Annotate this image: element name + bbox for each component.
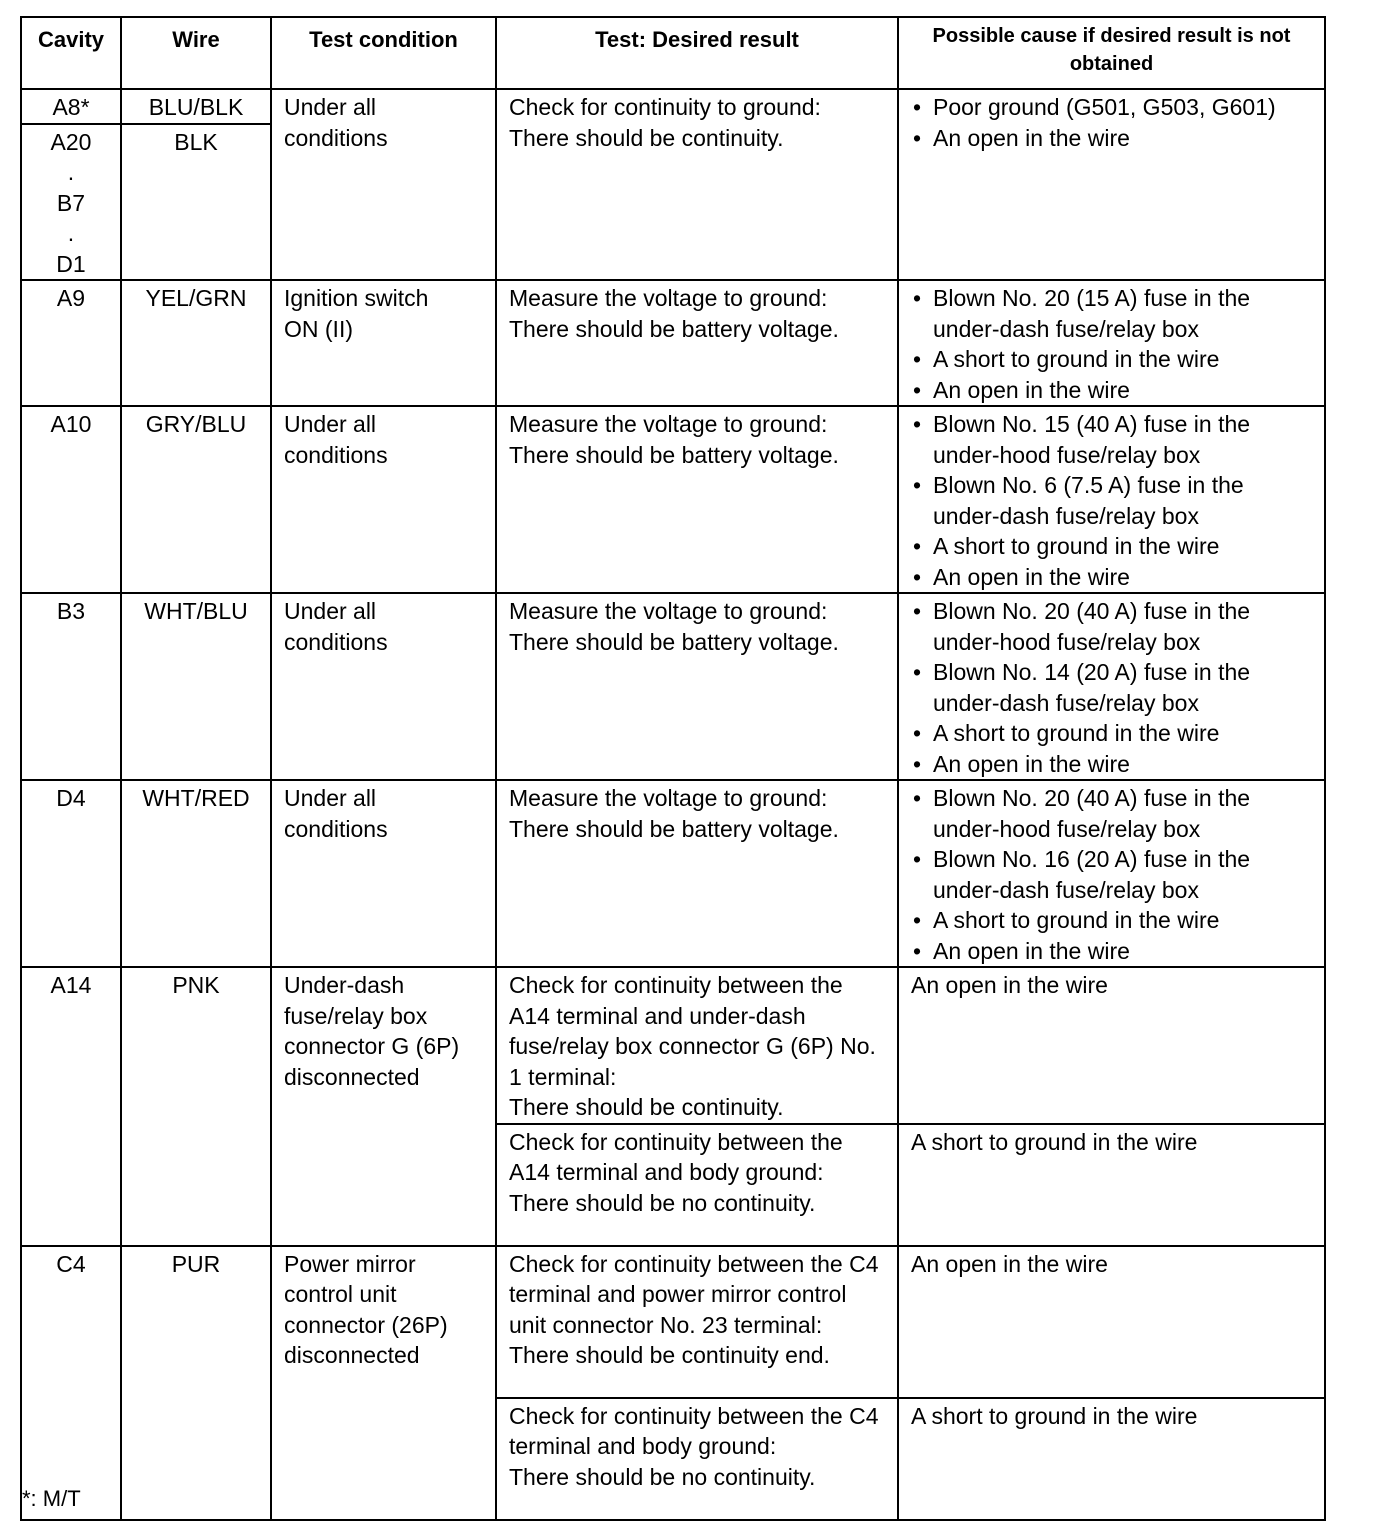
wire-cell: BLU/BLK	[120, 88, 272, 125]
possible-cause-cell: Poor ground (G501, G503, G601)An open in…	[897, 88, 1326, 281]
cavity-cell: A20 . B7 . D1	[20, 122, 122, 281]
desired-result-cell: Measure the voltage to ground: There sho…	[495, 779, 899, 968]
test-condition-cell: Under all conditions	[270, 405, 497, 594]
cause-item: A short to ground in the wire	[911, 531, 1312, 562]
cause-item: A short to ground in the wire	[911, 905, 1312, 936]
desired-result-cell: Measure the voltage to ground: There sho…	[495, 279, 899, 407]
wire-cell: WHT/BLU	[120, 592, 272, 781]
cause-item: Blown No. 20 (15 A) fuse in the under-da…	[911, 283, 1312, 344]
possible-cause-cell: A short to ground in the wire	[897, 1122, 1326, 1247]
cause-item: Blown No. 6 (7.5 A) fuse in the under-da…	[911, 470, 1312, 531]
cavity-cell: A14	[20, 966, 122, 1247]
test-condition-cell: Power mirror control unit connector (26P…	[270, 1244, 497, 1521]
test-condition-cell: Under-dash fuse/relay box connector G (6…	[270, 966, 497, 1247]
cause-item: Poor ground (G501, G503, G601)	[911, 92, 1312, 123]
cause-item: An open in the wire	[911, 749, 1312, 780]
cause-item: A short to ground in the wire	[911, 344, 1312, 375]
cavity-cell: C4	[20, 1244, 122, 1521]
desired-result-cell: Check for continuity between the C4 term…	[495, 1244, 899, 1399]
cause-item: A short to ground in the wire	[911, 718, 1312, 749]
table-row: B3 WHT/BLU Under all conditions Measure the…	[20, 592, 1326, 781]
desired-result-cell: Measure the voltage to ground: There sho…	[495, 592, 899, 781]
wire-cell: WHT/RED	[120, 779, 272, 968]
cause-item: Blown No. 14 (20 A) fuse in the under-da…	[911, 657, 1312, 718]
header-possible-cause: Possible cause if desired result is not …	[897, 16, 1326, 90]
table-row: Check for continuity between the C4 term…	[21, 1396, 1326, 1521]
cause-item: An open in the wire	[911, 375, 1312, 406]
wire-cell: PUR	[120, 1244, 272, 1521]
desired-result-cell: Measure the voltage to ground: There sho…	[495, 405, 899, 594]
cavity-cell: A9	[20, 279, 122, 407]
desired-result-cell: Check for continuity between the A14 ter…	[495, 966, 899, 1125]
table-row: A9 YEL/GRN Ignition switch ON (II) Measure …	[20, 279, 1326, 407]
cause-list: Blown No. 20 (40 A) fuse in the under-ho…	[911, 783, 1312, 966]
wire-cell: BLK	[120, 122, 272, 281]
wire-test-table: Cavity Wire Test condition Test: Desired…	[20, 16, 1326, 1521]
table-row: A10 GRY/BLU Under all conditions Measure th…	[20, 405, 1326, 594]
wire-cell: GRY/BLU	[120, 405, 272, 594]
cause-list: Poor ground (G501, G503, G601)An open in…	[911, 92, 1312, 153]
possible-cause-cell: A short to ground in the wire	[897, 1396, 1326, 1521]
cavity-cell: D4	[20, 779, 122, 968]
table-row: A14 PNK Under-dash fuse/relay box connecto…	[20, 966, 1326, 1247]
wire-cell: PNK	[120, 966, 272, 1247]
test-condition-cell: Under all conditions	[270, 592, 497, 781]
cause-item: Blown No. 16 (20 A) fuse in the under-da…	[911, 844, 1312, 905]
table-row: D4 WHT/RED Under all conditions Measure the…	[20, 779, 1326, 968]
possible-cause-cell: An open in the wire	[897, 966, 1326, 1125]
header-test-condition: Test condition	[270, 16, 497, 90]
header-row: Cavity Wire Test condition Test: Desired…	[20, 16, 1326, 90]
table-row: A8* BLU/BLK Under all conditions Check for …	[20, 88, 1326, 281]
cause-list: Blown No. 20 (40 A) fuse in the under-ho…	[911, 596, 1312, 779]
possible-cause-cell: An open in the wire	[897, 1244, 1326, 1399]
cavity-cell: B3	[20, 592, 122, 781]
cause-item: An open in the wire	[911, 936, 1312, 967]
test-condition-cell: Under all conditions	[270, 88, 497, 281]
cause-list: Blown No. 20 (15 A) fuse in the under-da…	[911, 283, 1312, 405]
table-row: Check for continuity between the A14 ter…	[21, 1122, 1326, 1247]
cavity-cell: A10	[20, 405, 122, 594]
wire-cell: YEL/GRN	[120, 279, 272, 407]
possible-cause-cell: Blown No. 20 (40 A) fuse in the under-ho…	[897, 592, 1326, 781]
table-row: A20 . B7 . D1 BLK	[20, 122, 1325, 281]
header-desired-result: Test: Desired result	[495, 16, 899, 90]
header-wire: Wire	[120, 16, 272, 90]
table-row: C4 PUR Power mirror control unit connector…	[20, 1244, 1326, 1521]
possible-cause-cell: Blown No. 20 (15 A) fuse in the under-da…	[897, 279, 1326, 407]
header-cavity: Cavity	[20, 16, 122, 90]
desired-result-cell: Check for continuity to ground: There sh…	[495, 88, 899, 281]
cause-item: An open in the wire	[911, 562, 1312, 593]
footnote: *: M/T	[22, 1486, 81, 1511]
cause-list: Blown No. 15 (40 A) fuse in the under-ho…	[911, 409, 1312, 592]
cause-item: Blown No. 15 (40 A) fuse in the under-ho…	[911, 409, 1312, 470]
possible-cause-cell: Blown No. 15 (40 A) fuse in the under-ho…	[897, 405, 1326, 594]
cavity-cell: A8*	[20, 88, 122, 125]
test-condition-cell: Under all conditions	[270, 779, 497, 968]
cause-item: Blown No. 20 (40 A) fuse in the under-ho…	[911, 596, 1312, 657]
cause-item: An open in the wire	[911, 123, 1312, 154]
desired-result-cell: Check for continuity between the C4 term…	[495, 1396, 899, 1521]
cause-item: Blown No. 20 (40 A) fuse in the under-ho…	[911, 783, 1312, 844]
possible-cause-cell: Blown No. 20 (40 A) fuse in the under-ho…	[897, 779, 1326, 968]
test-condition-cell: Ignition switch ON (II)	[270, 279, 497, 407]
desired-result-cell: Check for continuity between the A14 ter…	[495, 1122, 899, 1247]
